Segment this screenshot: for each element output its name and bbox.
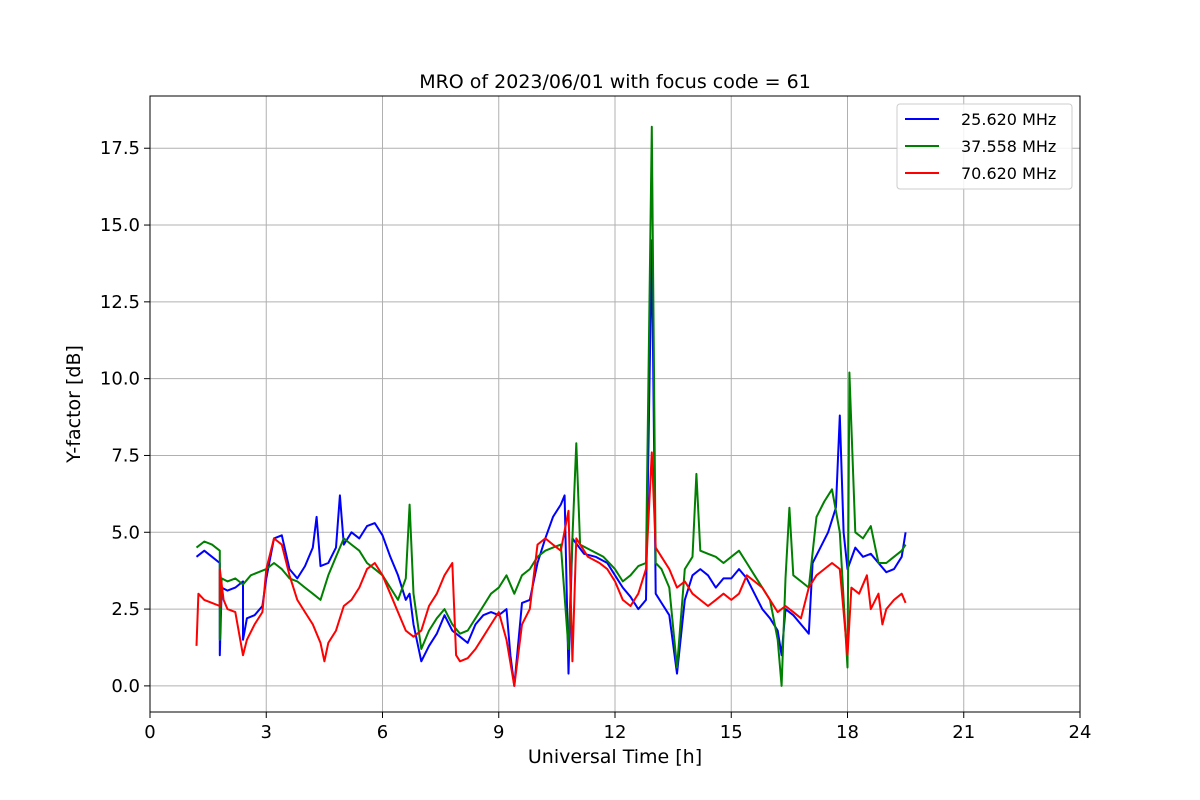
x-tick-label: 0 [144,722,155,743]
y-tick-label: 7.5 [111,445,140,466]
y-tick-label: 10.0 [100,369,140,390]
x-tick-label: 12 [604,722,627,743]
series-line [195,239,907,687]
legend-entry: 37.558 MHz [961,137,1056,156]
x-tick-label: 24 [1069,722,1092,743]
series-line [195,125,907,687]
x-tick-label: 9 [493,722,504,743]
y-axis-label: Y-factor [dB] [63,345,85,464]
y-tick-label: 12.5 [100,292,140,313]
x-tick-label: 21 [952,722,975,743]
y-tick-label: 0.0 [111,676,140,697]
legend: 25.620 MHz 37.558 MHz 70.620 MHz [896,103,1073,190]
series-lines [195,125,907,687]
legend-entry: 25.620 MHz [961,110,1056,129]
x-tick-label: 18 [836,722,859,743]
y-tick-label: 5.0 [111,522,140,543]
x-axis-label: Universal Time [h] [528,746,702,768]
axis-ticks: 0 3 6 9 12 15 18 21 24 0.0 2.5 5.0 7.5 10.0 12.5 15.0 17… [100,138,1092,743]
y-tick-label: 17.5 [100,138,140,159]
legend-box [896,103,1073,190]
x-tick-label: 6 [377,722,388,743]
series-line [195,451,907,687]
legend-entry: 70.620 MHz [961,164,1056,183]
chart-title: MRO of 2023/06/01 with focus code = 61 [419,71,811,93]
x-tick-label: 3 [261,722,272,743]
x-tick-label: 15 [720,722,743,743]
y-tick-label: 15.0 [100,215,140,236]
y-tick-label: 2.5 [111,599,140,620]
